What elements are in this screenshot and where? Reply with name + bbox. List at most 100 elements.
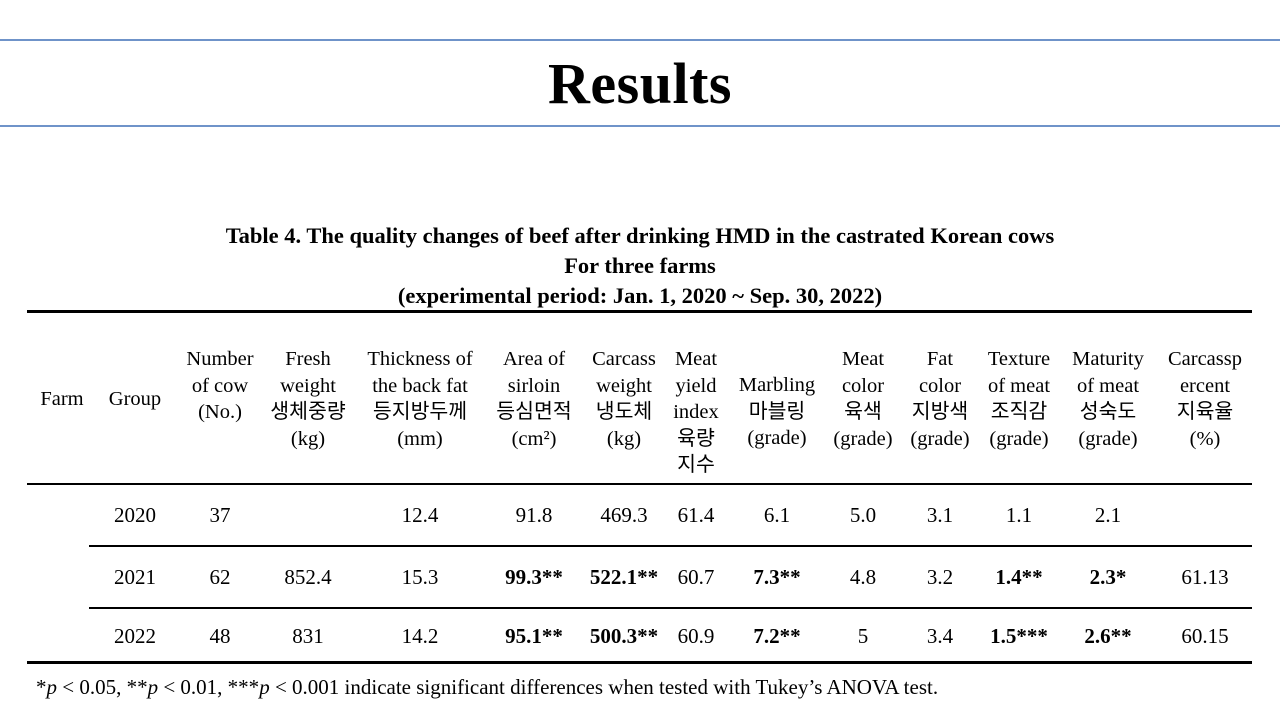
cell-carcass-percent: 60.15 [1181,624,1229,648]
column-header-line: 지방색 [911,401,969,423]
column-header-maturity: Maturity of meat 성숙도 (grade) [1064,346,1152,452]
column-header-back-fat: Thickness of the back fat 등지방두께 (mm) [358,346,482,452]
column-header-line: (grade) [910,427,970,450]
column-header-marbling: Marbling 마블링 (grade) [731,372,823,452]
cell-meat-color: 5 [857,624,869,648]
column-header-line: 성숙도 [1079,401,1137,423]
column-header-group: Group [99,386,171,413]
column-header-line: 육량 [677,427,715,450]
column-header-line: Farm [40,388,84,410]
column-header-line: 등지방두께 [372,401,468,423]
cell-meat-yield: 60.7 [677,565,715,589]
table-top-rule [27,310,1252,313]
column-header-line: 육색 [844,401,882,423]
column-header-line: yield [675,374,717,397]
column-header-carcass-percent: Carcassp ercent 지육율 (%) [1160,346,1250,452]
cell-marbling: 7.2** [753,624,801,648]
column-header-line: (cm²) [511,427,557,450]
column-header-line: the back fat [372,374,468,397]
column-header-line: Fat [926,348,954,370]
title-underline [0,125,1280,127]
column-header-line: 지육율 [1176,401,1234,423]
cell-fresh-weight: 831 [292,624,324,648]
cell-maturity: 2.1 [1094,503,1122,527]
column-header-line: Number [186,348,254,370]
cell-maturity: 2.6** [1084,624,1132,648]
column-header-line: Maturity [1072,348,1144,370]
column-header-line: of cow [191,374,249,397]
top-blue-line [0,39,1280,41]
column-header-line: 마블링 [748,400,806,423]
cell-number-of-cow: 62 [209,565,231,589]
column-header-line: 냉도체 [595,401,653,423]
column-header-line: weight [280,374,336,397]
cell-marbling: 7.3** [753,565,801,589]
column-header-line: color [918,374,962,397]
table-bottom-rule [27,661,1252,664]
column-header-line: Carcass [592,348,656,370]
column-header-sirloin-area: Area of sirloin 등심면적 (cm²) [486,346,582,452]
cell-back-fat: 15.3 [401,565,439,589]
table-caption-farms: For three farms [564,253,716,278]
cell-carcass-weight: 469.3 [600,503,648,527]
column-header-line: (mm) [397,427,443,450]
column-header-line: (No.) [198,401,242,423]
column-header-line: color [841,374,885,397]
table-caption-period: (experimental period: Jan. 1, 2020 ~ Sep… [397,283,883,308]
column-header-line: (kg) [290,427,326,450]
column-header-line: 지수 [677,454,715,476]
cell-number-of-cow: 48 [209,624,231,648]
column-header-line: (%) [1189,427,1221,450]
column-header-line: Texture [987,348,1051,370]
significance-footnote: *p < 0.05, **p < 0.01, ***p < 0.001 indi… [36,675,939,699]
column-header-line: Carcassp [1167,348,1242,370]
column-header-meat-color: Meat color 육색 (grade) [828,346,898,452]
column-header-line: ercent [1179,374,1231,397]
cell-group: 2020 [114,503,156,527]
column-header-line: Fresh [285,348,331,370]
column-header-fresh-weight: Fresh weight 생체중량 (kg) [262,346,354,452]
cell-group: 2022 [114,624,156,648]
cell-texture: 1.4** [995,565,1043,589]
column-header-line: Area of [502,348,566,370]
column-header-line: (grade) [833,427,893,450]
cell-carcass-weight: 522.1** [589,565,659,589]
cell-fat-color: 3.4 [926,624,954,648]
slide-title: Results [548,51,732,116]
cell-sirloin-area: 99.3** [505,565,563,589]
column-header-line: Thickness of [367,348,473,370]
cell-sirloin-area: 91.8 [515,503,553,527]
cell-meat-yield: 61.4 [677,503,715,527]
column-header-line: 등심면적 [496,401,572,423]
cell-texture: 1.1 [1005,503,1033,527]
column-header-line: sirloin [507,374,561,397]
column-header-texture: Texture of meat 조직감 (grade) [981,346,1057,452]
cell-meat-color: 5.0 [849,503,877,527]
cell-texture: 1.5*** [990,624,1048,648]
column-header-line: (grade) [1078,427,1138,450]
cell-carcass-weight: 500.3** [589,624,659,648]
column-header-line: (grade) [747,427,807,449]
column-header-line: of meat [987,374,1051,397]
cell-group: 2021 [114,565,156,589]
cell-back-fat: 14.2 [401,624,439,648]
cell-maturity: 2.3* [1089,565,1127,589]
cell-sirloin-area: 95.1** [505,624,563,648]
cell-meat-yield: 60.9 [677,624,715,648]
column-header-line: of meat [1076,374,1140,397]
column-header-line: Group [108,388,162,410]
column-header-meat-yield: Meat yield index 육량 지수 [668,346,724,479]
cell-fat-color: 3.2 [926,565,954,589]
row-divider [89,545,1252,547]
header-bottom-rule [27,483,1252,485]
cell-fat-color: 3.1 [926,503,954,527]
column-header-farm: Farm [27,386,97,413]
column-header-line: (grade) [989,427,1049,450]
table-caption: Table 4. The quality changes of beef aft… [225,223,1055,248]
column-header-line: (kg) [606,427,642,450]
column-header-number-of-cow: Number of cow (No.) [177,346,263,426]
column-header-line: 생체중량 [270,401,346,423]
cell-fresh-weight: 852.4 [284,565,332,589]
column-header-carcass-weight: Carcass weight 냉도체 (kg) [584,346,664,452]
row-divider [89,607,1252,609]
